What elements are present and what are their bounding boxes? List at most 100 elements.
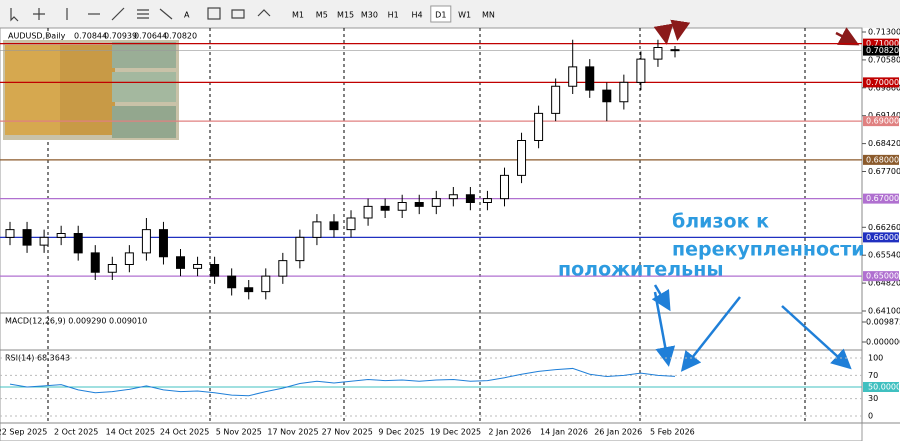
price-tick-label: 0.65540 [868,251,900,260]
candle-body [244,287,254,293]
ohlc-value: 0.70939 [104,32,137,41]
candle-body [636,58,646,83]
ohlc-value: 0.70644 [134,32,167,41]
date-label: 14 Oct 2025 [106,428,155,437]
candle-body [22,229,32,246]
candle-body [90,252,100,273]
active-timeframe [430,5,452,23]
candle-body [261,275,271,293]
candle-body [517,140,527,176]
candle-body [107,264,117,273]
price-tick-label: 0.67700 [868,167,900,176]
rsi-tick-label: 0 [868,412,873,421]
candle-body [158,229,168,258]
candle-body [380,205,390,211]
candle-body [346,217,356,231]
timeframe-button[interactable]: M5 [316,11,328,20]
date-label: 19 Dec 2025 [430,428,481,437]
date-label: 2 Jan 2026 [488,428,531,437]
level-label-box [863,77,899,88]
macd-tick-label: 0.000000 [866,338,900,347]
annotation: положительны [558,259,724,281]
current-price-box [863,45,899,56]
date-label: 22 Sep 2025 [0,428,47,437]
candle-body [482,198,492,203]
level-label-box [863,232,899,243]
candle-body [39,236,49,246]
rsi-label-box [863,382,899,392]
rsi-title: RSI(14) 68.3643 [5,354,70,363]
ohlc-value: 0.70844 [74,32,107,41]
timeframe-button[interactable]: D1 [435,11,446,20]
candle-body [602,89,612,103]
level-label: 0.66000 [866,233,899,242]
price-tick-label: 0.68420 [868,139,900,148]
price-tick-label: 0.66260 [868,223,900,232]
candle-body [278,260,288,277]
price-tick-label: 0.71300 [868,28,900,37]
date-label: 17 Nov 2025 [267,428,318,437]
level-label: 0.68000 [866,155,899,164]
candle-body [619,81,629,103]
level-label: 0.67000 [866,194,899,203]
timeframe-button[interactable]: MN [482,11,495,20]
rsi-tick-label: 70 [868,371,878,380]
candle-body [124,252,134,265]
candle-body [499,174,509,200]
candle-body [5,229,15,238]
price-tick-label: 0.64820 [868,279,900,288]
level-label: 0.65000 [866,272,899,281]
price-arrows [653,19,860,46]
level-label-box [863,154,899,165]
candle-body [363,205,373,219]
timeframe-button[interactable]: W1 [458,11,471,20]
date-label: 5 Feb 2026 [650,428,695,437]
rsi-line [9,367,676,397]
level-label-box [863,193,899,204]
rsi-tick-label: 30 [868,394,878,403]
date-label: 24 Oct 2025 [160,428,209,437]
date-label: 27 Nov 2025 [322,428,373,437]
candle-body [73,233,83,254]
candle-body [670,49,680,52]
timeframe-button[interactable]: H4 [411,11,422,20]
candle-body [193,264,203,269]
date-label: 26 Jan 2026 [594,428,642,437]
candle-body [653,47,663,60]
ohlc-value: 0.70820 [164,32,197,41]
timeframe-button[interactable]: M15 [337,11,354,20]
candle-body [397,202,407,211]
date-label: 9 Dec 2025 [378,428,424,437]
level-label: 0.71000 [866,39,899,48]
rsi-tick-label: 100 [868,354,883,363]
annotation: близок к [672,211,769,233]
timeframe-button[interactable]: M30 [361,11,378,20]
timeframe-button[interactable]: M1 [292,11,304,20]
timeframe-button[interactable]: H1 [388,11,399,20]
candle-body [414,202,424,207]
candle-body [431,198,441,207]
rsi-tick-label: 50.0000 [868,383,900,392]
price-tick-label: 0.70580 [868,55,900,64]
date-label: 14 Jan 2026 [540,428,588,437]
svg-text:A: A [184,11,190,20]
date-label: 2 Oct 2025 [54,428,98,437]
annotation: перекупленности [672,239,865,261]
current-price-label: 0.70820 [866,46,899,55]
price-tick-label: 0.69860 [868,83,900,92]
level-label-box [863,116,899,127]
candle-body [568,66,578,87]
candle-body [210,264,220,277]
candle-body [312,221,322,238]
level-label-box [863,271,899,282]
candle-body [329,221,339,231]
level-label-box [863,38,899,49]
price-tick-label: 0.64100 [868,307,900,316]
toolbar-icons: A [10,7,271,22]
date-label: 5 Nov 2025 [216,428,262,437]
candle-body [448,194,458,200]
candle-body [141,229,151,254]
candle-body [465,194,475,203]
macd-title: MACD(12,26,9) 0.009290 0.009010 [5,317,147,326]
